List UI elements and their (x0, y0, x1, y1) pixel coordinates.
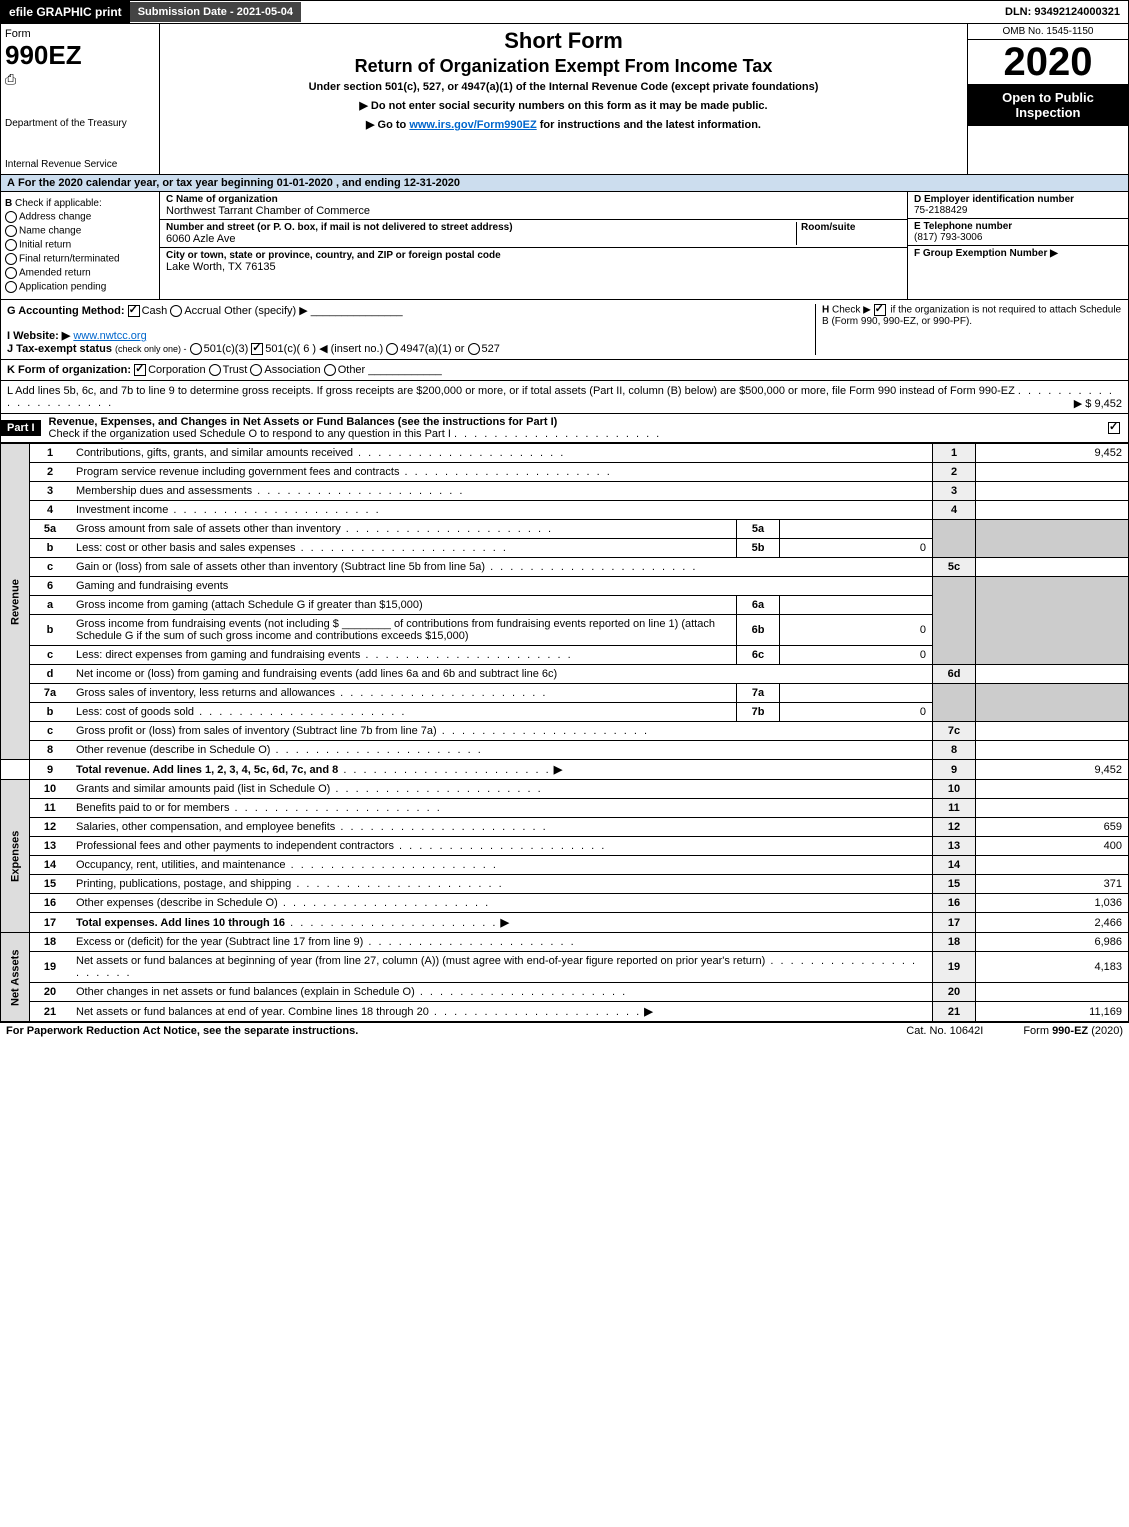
form-word: Form (5, 28, 155, 40)
net-assets-eoy: 11,169 (976, 1002, 1129, 1022)
ein-label: D Employer identification number (914, 194, 1074, 205)
row-g-h: G Accounting Method: Cash Accrual Other … (0, 300, 1129, 360)
check-address-change[interactable]: Address change (5, 211, 155, 223)
return-title: Return of Organization Exempt From Incom… (168, 56, 959, 77)
check-name-change[interactable]: Name change (5, 225, 155, 237)
form-version: Form 990-EZ (2020) (1023, 1025, 1123, 1037)
cash-checkbox[interactable] (128, 305, 140, 317)
group-exemption-label: F Group Exemption Number ▶ (914, 248, 1058, 259)
submission-date: Submission Date - 2021-05-04 (130, 2, 301, 22)
website-label: I Website: ▶ (7, 330, 70, 342)
accounting-method-label: G Accounting Method: (7, 305, 125, 317)
top-bar: efile GRAPHIC print Submission Date - 20… (0, 0, 1129, 24)
row-k: K Form of organization: Corporation Trus… (0, 360, 1129, 381)
row-l: L Add lines 5b, 6c, and 7b to line 9 to … (0, 381, 1129, 414)
dln: DLN: 93492124000321 (1005, 6, 1128, 18)
part1-title: Revenue, Expenses, and Changes in Net As… (49, 416, 558, 428)
year-box: OMB No. 1545-1150 2020 Open to Public In… (967, 24, 1128, 174)
total-revenue: 9,452 (976, 760, 1129, 780)
total-expenses: 2,466 (976, 913, 1129, 933)
check-final-return[interactable]: Final return/terminated (5, 253, 155, 265)
schedule-o-checkbox[interactable] (1108, 422, 1120, 434)
part1-check-note: Check if the organization used Schedule … (49, 428, 451, 440)
irs-link[interactable]: www.irs.gov/Form990EZ (409, 119, 536, 131)
street-value: 6060 Azle Ave (166, 233, 236, 245)
line-l-text: L Add lines 5b, 6c, and 7b to line 9 to … (7, 385, 1015, 397)
expenses-side-label: Expenses (1, 780, 30, 933)
entity-box: B Check if applicable: Address change Na… (0, 192, 1129, 300)
501c-checkbox[interactable] (251, 343, 263, 355)
city-label: City or town, state or province, country… (166, 250, 501, 261)
street-label: Number and street (or P. O. box, if mail… (166, 222, 513, 233)
form-of-org-label: K Form of organization: (7, 364, 131, 376)
goto-note: ▶ Go to www.irs.gov/Form990EZ for instru… (168, 118, 959, 131)
org-name: Northwest Tarrant Chamber of Commerce (166, 205, 370, 217)
form-header: Form 990EZ ⎙ Department of the Treasury … (0, 24, 1129, 175)
phone-label: E Telephone number (914, 221, 1012, 232)
check-amended-return[interactable]: Amended return (5, 267, 155, 279)
subtitle: Under section 501(c), 527, or 4947(a)(1)… (168, 81, 959, 93)
website-link[interactable]: www.nwtcc.org (73, 330, 146, 342)
ein-value: 75-2188429 (914, 205, 967, 216)
address-column: C Name of organization Northwest Tarrant… (160, 192, 907, 299)
form-number-box: Form 990EZ ⎙ Department of the Treasury … (1, 24, 160, 174)
form-number: 990EZ (5, 40, 155, 71)
check-initial-return[interactable]: Initial return (5, 239, 155, 251)
part1-label: Part I (1, 420, 41, 436)
org-name-label: C Name of organization (166, 194, 278, 205)
netassets-side-label: Net Assets (1, 933, 30, 1022)
check-application-pending[interactable]: Application pending (5, 281, 155, 293)
line1-amount: 9,452 (976, 444, 1129, 463)
catalog-number: Cat. No. 10642I (906, 1025, 983, 1037)
irs-label: Internal Revenue Service (5, 159, 155, 170)
ssn-note: ▶ Do not enter social security numbers o… (168, 99, 959, 112)
corporation-checkbox[interactable] (134, 364, 146, 376)
efile-button[interactable]: efile GRAPHIC print (1, 1, 130, 23)
revenue-side-label: Revenue (1, 444, 30, 760)
short-form-title: Short Form (168, 28, 959, 54)
lines-table: Revenue 1 Contributions, gifts, grants, … (0, 443, 1129, 1022)
title-box: Short Form Return of Organization Exempt… (160, 24, 967, 174)
period-row: A For the 2020 calendar year, or tax yea… (0, 175, 1129, 192)
ein-column: D Employer identification number 75-2188… (907, 192, 1128, 299)
omb-number: OMB No. 1545-1150 (968, 24, 1128, 40)
open-to-public: Open to Public Inspection (968, 84, 1128, 126)
tax-exempt-label: J Tax-exempt status (7, 343, 112, 355)
paperwork-notice: For Paperwork Reduction Act Notice, see … (6, 1025, 358, 1037)
tax-period: For the 2020 calendar year, or tax year … (18, 177, 460, 189)
tax-year: 2020 (968, 40, 1128, 84)
city-value: Lake Worth, TX 76135 (166, 261, 276, 273)
gross-receipts: ▶ $ 9,452 (1074, 397, 1122, 410)
phone-value: (817) 793-3006 (914, 232, 982, 243)
part1-header: Part I Revenue, Expenses, and Changes in… (0, 414, 1129, 443)
page-footer: For Paperwork Reduction Act Notice, see … (0, 1022, 1129, 1039)
dept-treasury: Department of the Treasury (5, 118, 155, 129)
check-column: B Check if applicable: Address change Na… (1, 192, 160, 299)
accrual-checkbox[interactable] (170, 305, 182, 317)
schedule-b-checkbox[interactable] (874, 304, 886, 316)
room-label: Room/suite (801, 222, 855, 233)
